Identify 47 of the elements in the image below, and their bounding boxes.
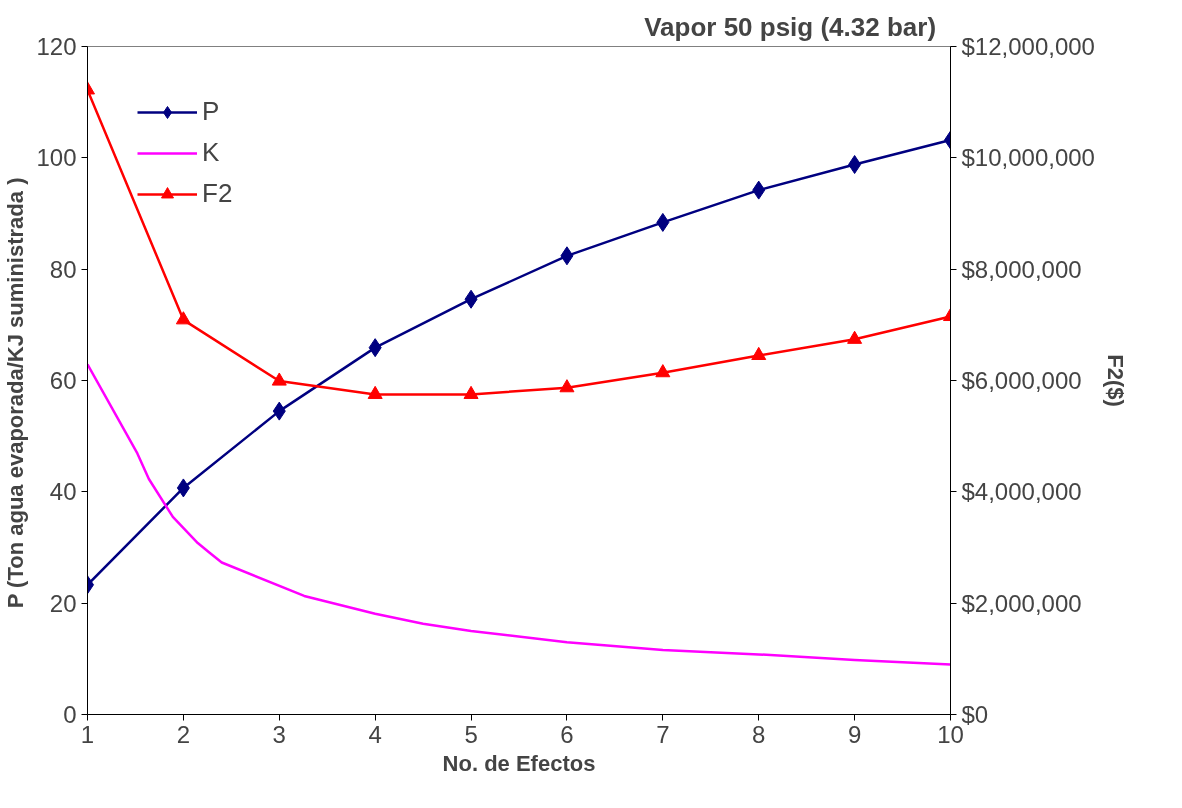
point <box>272 401 286 421</box>
point <box>464 289 478 309</box>
y-tick-label: 80 <box>49 255 77 283</box>
y2-tick-label: $8,000,000 <box>961 255 1082 283</box>
y-tick-label: 40 <box>49 478 77 506</box>
x-tick-label: 9 <box>847 720 862 748</box>
y2-tick-label: $2,000,000 <box>961 589 1082 617</box>
legend-label: K <box>202 137 221 168</box>
y-tick-label: 20 <box>49 589 77 617</box>
chart-title: Vapor 50 psig (4.32 bar) <box>644 11 937 42</box>
point <box>559 379 575 393</box>
point <box>560 246 574 266</box>
point <box>175 311 191 325</box>
point <box>655 364 671 378</box>
y-tick-label: 120 <box>36 33 77 60</box>
point <box>271 372 287 386</box>
x-tick-label: 1 <box>80 720 95 748</box>
x-axis-title: No. de Efectos <box>442 750 596 776</box>
y2-tick-label: $12,000,000 <box>961 33 1095 60</box>
x-tick-label: 8 <box>752 720 766 748</box>
x-tick-label: 4 <box>368 720 382 748</box>
y2-tick-label: $4,000,000 <box>961 478 1082 506</box>
point <box>176 478 190 498</box>
point <box>847 330 863 344</box>
point <box>848 155 862 175</box>
legend-label: F2 <box>202 178 233 209</box>
point <box>367 385 383 399</box>
y2-tick-label: $6,000,000 <box>961 367 1082 394</box>
x-tick-label: 5 <box>464 720 478 748</box>
point <box>656 212 670 232</box>
y2-tick-label: $0 <box>961 701 989 728</box>
x-tick-label: 7 <box>656 720 670 748</box>
x-tick-label: 6 <box>560 720 574 748</box>
point <box>751 346 767 360</box>
line-series <box>87 363 951 666</box>
point <box>368 338 382 358</box>
y-axis-title: P (Ton agua evaporada/KJ suministrada ) <box>3 177 29 609</box>
x-tick-label: 3 <box>272 720 286 748</box>
y-tick-label: 60 <box>49 367 77 394</box>
y-tick-label: 100 <box>36 144 77 172</box>
y-tick-label: 0 <box>63 701 77 728</box>
legend-label: P <box>202 96 221 127</box>
x-tick-label: 2 <box>176 720 191 748</box>
y2-axis-title: F2($) <box>1102 354 1128 407</box>
point <box>752 180 766 200</box>
y2-tick-label: $10,000,000 <box>961 144 1095 172</box>
point <box>463 385 479 399</box>
